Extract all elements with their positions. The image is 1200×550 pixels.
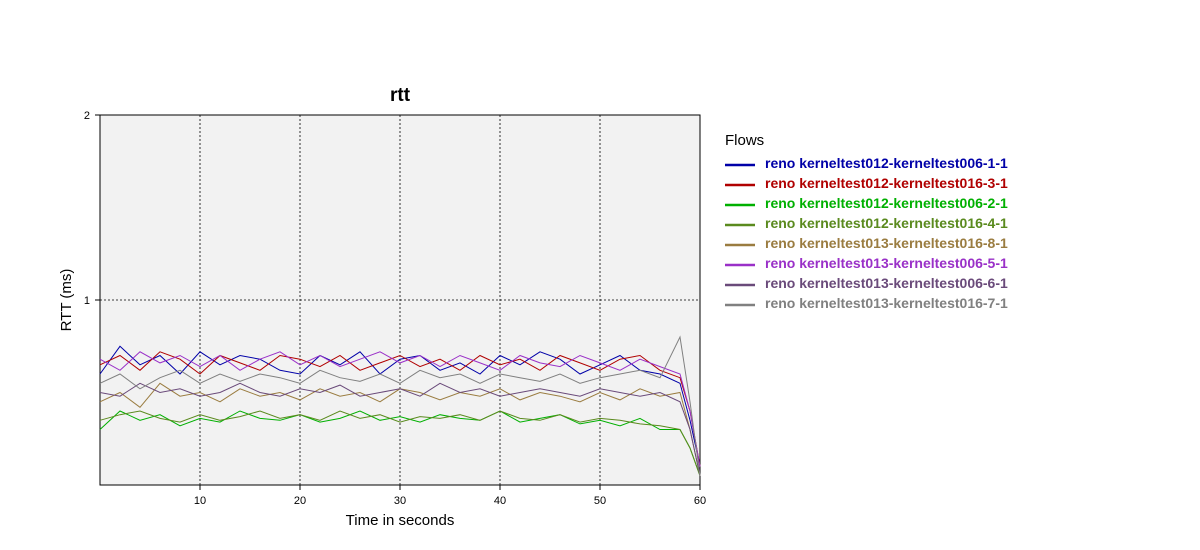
legend-entry: reno kerneltest012-kerneltest006-2-1 bbox=[765, 195, 1008, 211]
x-tick-label: 40 bbox=[494, 495, 506, 507]
legend-entry: reno kerneltest013-kerneltest006-5-1 bbox=[765, 255, 1008, 271]
legend-entry: reno kerneltest012-kerneltest016-4-1 bbox=[765, 215, 1008, 231]
y-tick-label: 1 bbox=[84, 295, 90, 307]
legend-entry: reno kerneltest013-kerneltest016-8-1 bbox=[765, 235, 1008, 251]
x-tick-label: 30 bbox=[394, 495, 406, 507]
axis-ticks: 10 20 30 40 50 60 1 2 bbox=[84, 110, 706, 507]
legend-entry: reno kerneltest012-kerneltest016-3-1 bbox=[765, 175, 1008, 191]
y-axis-label: RTT (ms) bbox=[58, 269, 75, 332]
series-line-4 bbox=[99, 410, 701, 476]
series-line-8 bbox=[99, 335, 701, 476]
x-tick-label: 20 bbox=[294, 495, 306, 507]
y-tick-label: 2 bbox=[84, 110, 90, 122]
x-tick-label: 50 bbox=[594, 495, 606, 507]
gridlines bbox=[100, 115, 700, 485]
series-lines bbox=[99, 335, 701, 476]
x-axis-label: Time in seconds bbox=[346, 512, 455, 529]
legend-title: Flows bbox=[725, 132, 764, 149]
x-tick-label: 10 bbox=[194, 495, 206, 507]
legend-entry: reno kerneltest013-kerneltest016-7-1 bbox=[765, 295, 1008, 311]
chart-title: rtt bbox=[390, 85, 411, 106]
legend: reno kerneltest012-kerneltest006-1-1 reno… bbox=[725, 155, 1008, 311]
legend-entry: reno kerneltest013-kerneltest006-6-1 bbox=[765, 275, 1008, 291]
series-line-7 bbox=[99, 382, 701, 476]
series-line-2 bbox=[99, 351, 701, 467]
x-tick-label: 60 bbox=[694, 495, 706, 507]
series-line-6 bbox=[99, 351, 701, 467]
series-line-5 bbox=[99, 382, 701, 476]
series-line-1 bbox=[99, 345, 701, 467]
legend-entry: reno kerneltest012-kerneltest006-1-1 bbox=[765, 155, 1008, 171]
